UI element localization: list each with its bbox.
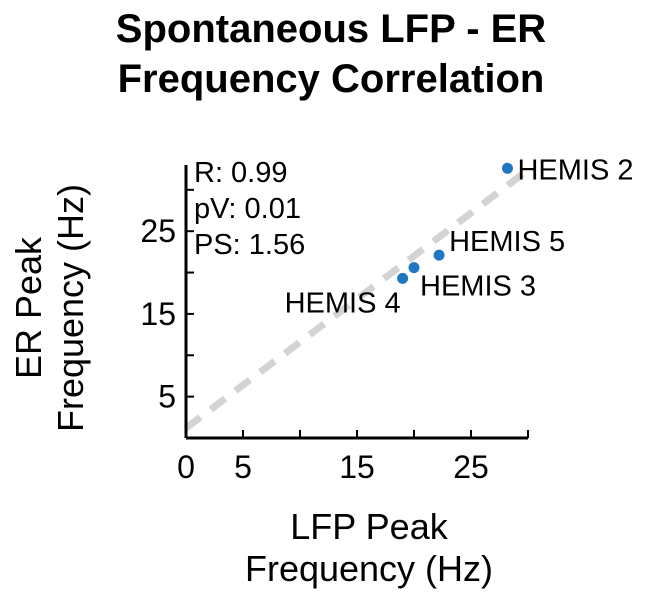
x-tick-label: 25	[453, 449, 489, 485]
point-label: HEMIS 5	[449, 226, 565, 258]
data-point	[501, 162, 513, 174]
x-axis-label-line-1: LFP Peak	[290, 506, 448, 547]
y-tick-label: 15	[140, 296, 176, 332]
y-tick-label: 5	[158, 379, 176, 415]
y-tick-label: 25	[140, 213, 176, 249]
x-axis-label: LFP Peak Frequency (Hz)	[180, 506, 558, 590]
stat-pv-text: pV: 0.01	[194, 193, 301, 225]
fit-line	[183, 167, 531, 431]
data-point	[397, 272, 409, 284]
x-axis-label-line-2: Frequency (Hz)	[244, 548, 494, 589]
x-tick-label: 0	[177, 449, 195, 485]
point-label: HEMIS 2	[517, 154, 633, 186]
stat-r-text: R: 0.99	[194, 157, 288, 189]
x-tick-label: 15	[339, 449, 375, 485]
point-label: HEMIS 4	[285, 287, 401, 319]
stat-ps-text: PS: 1.56	[194, 229, 305, 261]
chart-title-line-1: Spontaneous LFP - ER	[115, 7, 547, 51]
data-point	[408, 262, 420, 274]
point-label: HEMIS 3	[420, 271, 536, 303]
fit-line-layer	[183, 167, 531, 431]
x-tick-label: 5	[234, 449, 252, 485]
chart-title: Spontaneous LFP - ER Frequency Correlati…	[0, 4, 662, 104]
data-points: HEMIS 2 HEMIS 5 HEMIS 3 HEMIS 4	[285, 154, 634, 319]
data-point	[433, 249, 445, 261]
stats-box: R: 0.99 pV: 0.01 PS: 1.56	[194, 157, 305, 261]
chart-title-line-2: Frequency Correlation	[117, 57, 545, 101]
